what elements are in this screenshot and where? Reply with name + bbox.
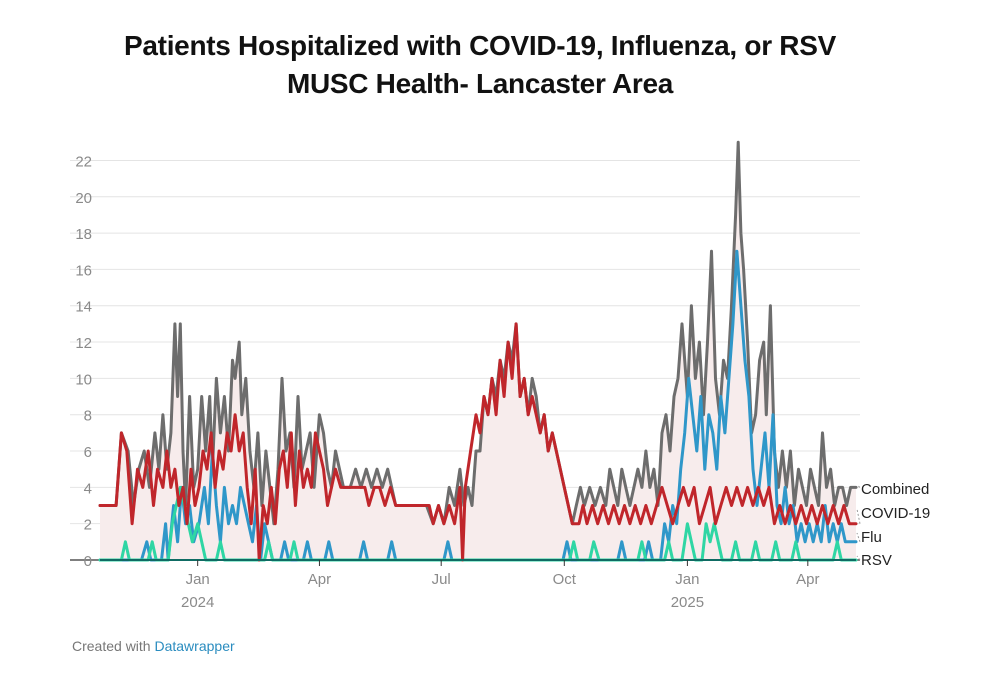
combined-area	[100, 142, 856, 561]
x-tick-year-label: 2025	[671, 594, 704, 611]
y-tick-label: 8	[84, 408, 92, 425]
series-lines	[98, 140, 858, 562]
legend: Combined COVID-19 Flu RSV	[856, 481, 930, 569]
x-tick-label: Apr	[796, 571, 819, 588]
legend-label-flu: Flu	[861, 529, 882, 546]
datawrapper-link[interactable]: Datawrapper	[154, 638, 235, 654]
y-tick-label: 22	[75, 153, 92, 170]
legend-label-covid: COVID-19	[861, 505, 930, 522]
footer-prefix: Created with	[72, 638, 155, 654]
y-tick-label: 4	[84, 480, 92, 497]
y-tick-label: 18	[75, 226, 92, 243]
x-tick-label: Jan	[186, 571, 210, 588]
footer-credit: Created with Datawrapper	[72, 638, 235, 654]
y-tick-label: 16	[75, 262, 92, 279]
y-tick-label: 6	[84, 444, 92, 461]
y-tick-label: 12	[75, 335, 92, 352]
x-tick-label: Jan	[675, 571, 699, 588]
y-tick-label: 0	[84, 553, 92, 570]
x-tick-label: Apr	[308, 571, 331, 588]
chart-subtitle: MUSC Health- Lancaster Area	[286, 68, 674, 99]
y-tick-label: 2	[84, 517, 92, 534]
y-tick-label: 20	[75, 190, 92, 207]
x-tick-label: Jul	[432, 571, 451, 588]
combined-area-fill	[100, 142, 856, 561]
legend-leader-flu	[856, 532, 861, 542]
x-axis: Jan 2024 Apr Jul Oct Jan 2025 Apr	[181, 560, 819, 611]
x-tick-year-label: 2024	[181, 594, 214, 611]
y-tick-label: 10	[75, 371, 92, 388]
legend-leader-rsv	[856, 555, 861, 561]
y-tick-label: 14	[75, 299, 92, 316]
legend-label-rsv: RSV	[861, 552, 892, 569]
series-line-covid	[98, 322, 858, 562]
y-axis: 0 2 4 6 8 10 12 14 16 18 20 22	[75, 153, 92, 570]
legend-leader-covid	[856, 508, 861, 524]
legend-label-combined: Combined	[861, 481, 929, 498]
chart-title: Patients Hospitalized with COVID-19, Inf…	[124, 30, 836, 61]
legend-leader-combined	[856, 484, 861, 488]
x-tick-label: Oct	[553, 571, 577, 588]
